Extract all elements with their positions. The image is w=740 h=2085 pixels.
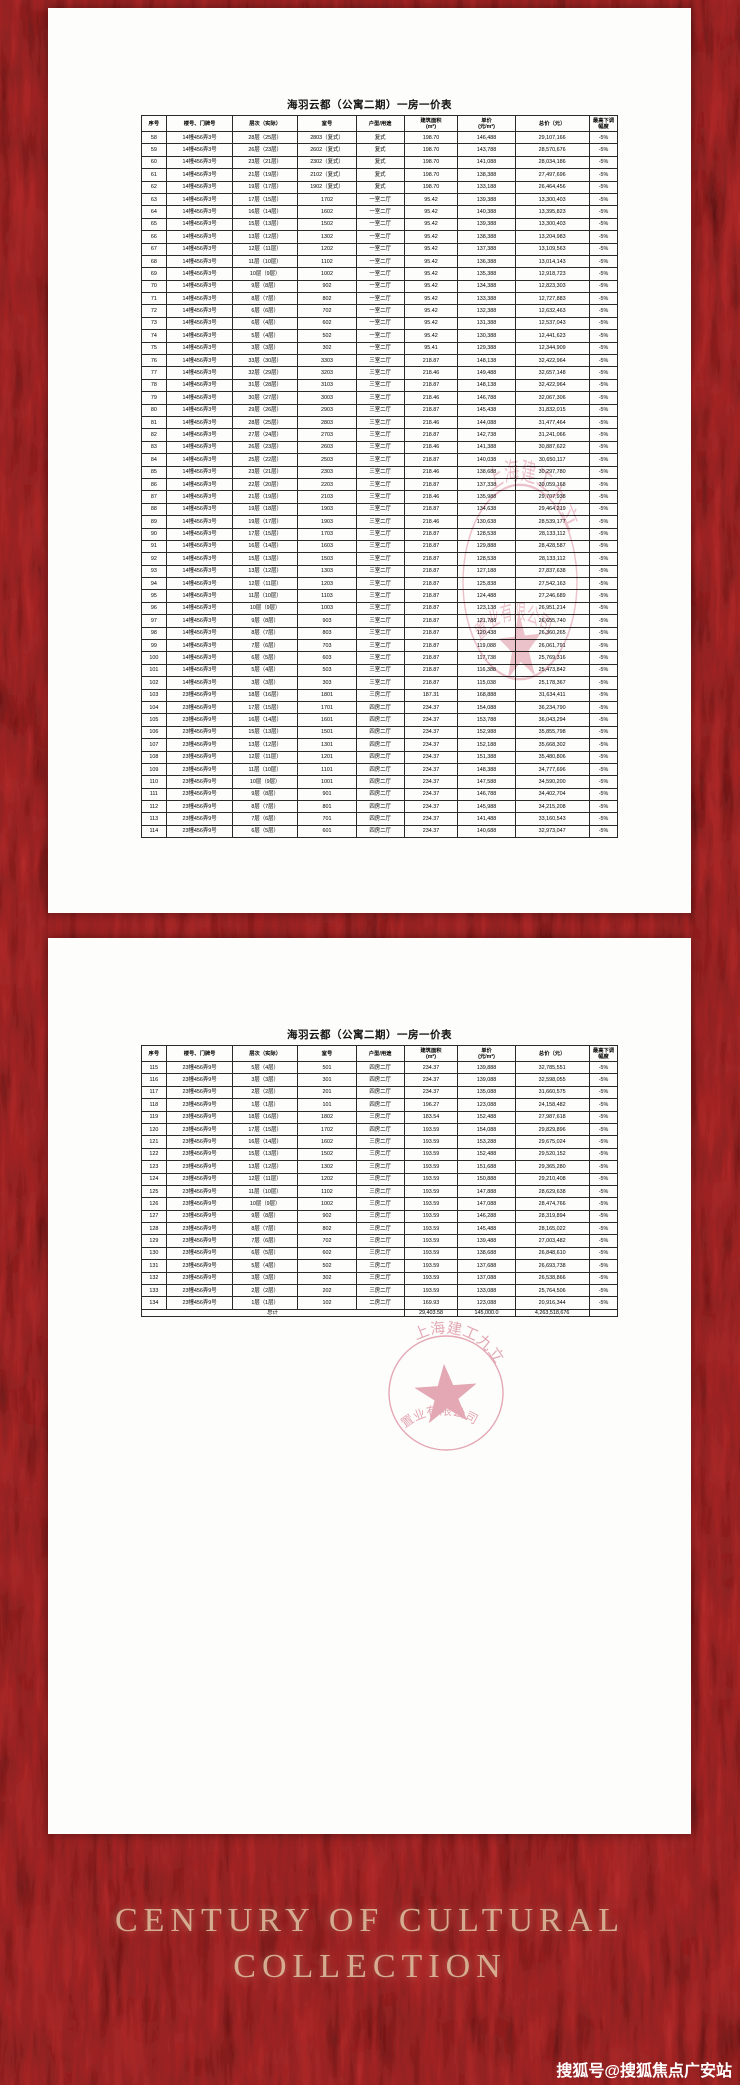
svg-text:上海建工九立: 上海建工九立	[485, 457, 581, 536]
svg-text:上海建工九立: 上海建工九立	[411, 1320, 507, 1367]
